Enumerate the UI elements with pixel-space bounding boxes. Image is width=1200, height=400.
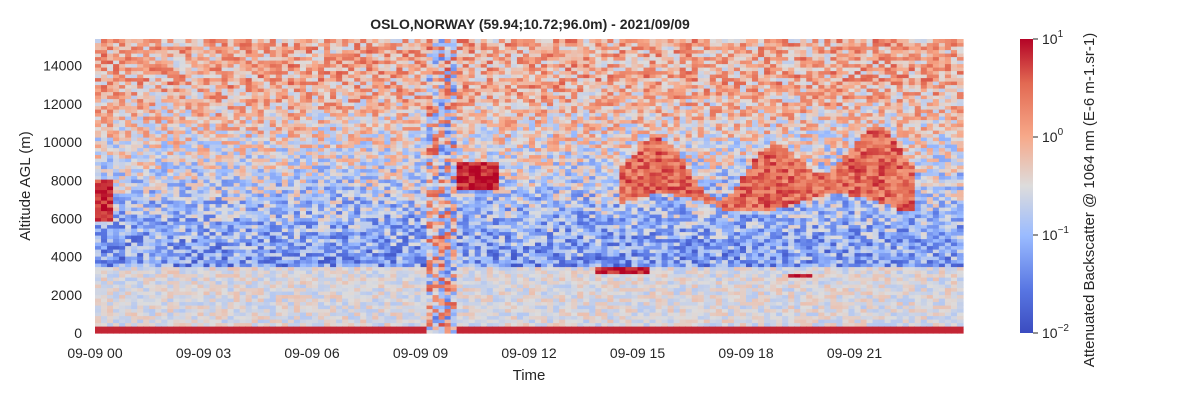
colorbar-tick-label: 10−2 [1042, 323, 1069, 341]
colorbar-label: Attenuated Backscatter @ 1064 nm (E-6 m-… [1081, 33, 1098, 368]
colorbar [1020, 39, 1033, 333]
x-axis-label: Time [513, 367, 546, 384]
y-tick-label: 4000 [51, 249, 82, 265]
y-tick-label: 14000 [43, 58, 82, 74]
x-tick-label: 09-09 00 [67, 345, 122, 361]
x-tick-label: 09-09 03 [176, 345, 231, 361]
x-tick-label: 09-09 06 [284, 345, 339, 361]
y-tick-label: 6000 [51, 211, 82, 227]
colorbar-ticks: 101 100 10−1 10−2 [1033, 29, 1069, 341]
y-axis: 0 2000 4000 6000 8000 10000 12000 14000 [43, 58, 82, 341]
colorbar-tick-label: 10−1 [1042, 225, 1069, 243]
colorbar-tick-label: 100 [1042, 127, 1064, 145]
x-tick-label: 09-09 12 [501, 345, 556, 361]
y-tick-label: 8000 [51, 172, 82, 188]
y-tick-label: 12000 [43, 96, 82, 112]
y-tick-label: 2000 [51, 287, 82, 303]
x-tick-label: 09-09 15 [610, 345, 665, 361]
y-tick-label: 10000 [43, 134, 82, 150]
x-axis: 09-09 00 09-09 03 09-09 06 09-09 09 09-09 12… [67, 345, 882, 361]
x-tick-label: 09-09 09 [393, 345, 448, 361]
y-axis-label: Altitude AGL (m) [17, 131, 34, 240]
x-tick-label: 09-09 21 [827, 345, 882, 361]
y-tick-label: 0 [74, 325, 82, 341]
heatmap-area [95, 39, 964, 334]
colorbar-tick-label: 101 [1042, 29, 1064, 47]
chart-title: OSLO,NORWAY (59.94;10.72;96.0m) - 2021/0… [370, 16, 690, 32]
x-tick-label: 09-09 18 [718, 345, 773, 361]
